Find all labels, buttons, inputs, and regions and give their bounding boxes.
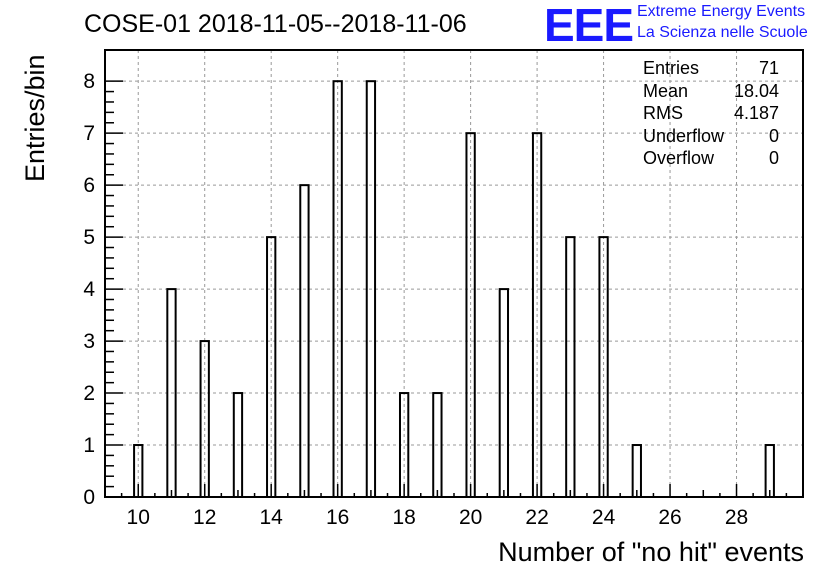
stats-row-rms: RMS 4.187	[637, 103, 779, 126]
y-tick-label: 3	[83, 330, 95, 353]
x-tick-label: 18	[392, 506, 415, 529]
stats-label: RMS	[643, 103, 683, 123]
y-tick-label: 7	[83, 122, 95, 145]
x-tick-label: 14	[260, 506, 284, 529]
histogram-bar	[631, 444, 642, 498]
stats-value: 71	[758, 58, 779, 78]
logo-subtitle-1: Extreme Energy Events	[637, 3, 806, 20]
stats-label: Underflow	[643, 125, 725, 146]
stats-value: 0	[768, 125, 779, 146]
logo-subtitle-2: La Scienza nelle Scuole	[637, 24, 808, 41]
stats-value: 0	[768, 148, 779, 168]
histogram-bar	[565, 236, 576, 498]
x-axis-label: Number of "no hit" events	[498, 537, 804, 567]
y-tick-label: 0	[83, 486, 95, 509]
histogram-bar	[764, 444, 775, 498]
y-tick-label: 6	[83, 174, 95, 197]
x-tick-label: 28	[725, 506, 748, 529]
y-tick-label: 4	[83, 278, 95, 301]
stats-value: 4.187	[733, 103, 779, 123]
y-tick-label: 2	[83, 382, 95, 405]
x-tick-label: 20	[459, 506, 482, 529]
x-tick-label: 26	[658, 506, 681, 529]
y-tick-label: 8	[83, 70, 95, 93]
y-tick-label: 1	[83, 434, 95, 457]
x-tick-label: 10	[127, 506, 150, 529]
y-axis-label: Entries/bin	[20, 54, 50, 182]
stats-label: Entries	[643, 58, 700, 78]
eee-logo: EEE	[544, 0, 634, 51]
stats-box: Entries 71 Mean 18.04 RMS 4.187 Underflo…	[637, 58, 779, 171]
stats-label: Mean	[643, 80, 689, 101]
x-tick-label: 12	[193, 506, 216, 529]
stats-row-mean: Mean 18.04	[637, 81, 779, 104]
stats-row-entries: Entries 71	[637, 58, 779, 81]
stats-row-overflow: Overflow 0	[637, 148, 779, 171]
stats-row-underflow: Underflow 0	[637, 126, 779, 149]
stats-value: 18.04	[733, 80, 779, 101]
y-tick-label: 5	[83, 226, 95, 249]
x-tick-label: 16	[326, 506, 349, 529]
x-tick-label: 24	[592, 506, 616, 529]
stats-label: Overflow	[643, 148, 715, 168]
x-tick-label: 22	[525, 506, 548, 529]
chart-title: COSE-01 2018-11-05--2018-11-06	[84, 10, 467, 38]
